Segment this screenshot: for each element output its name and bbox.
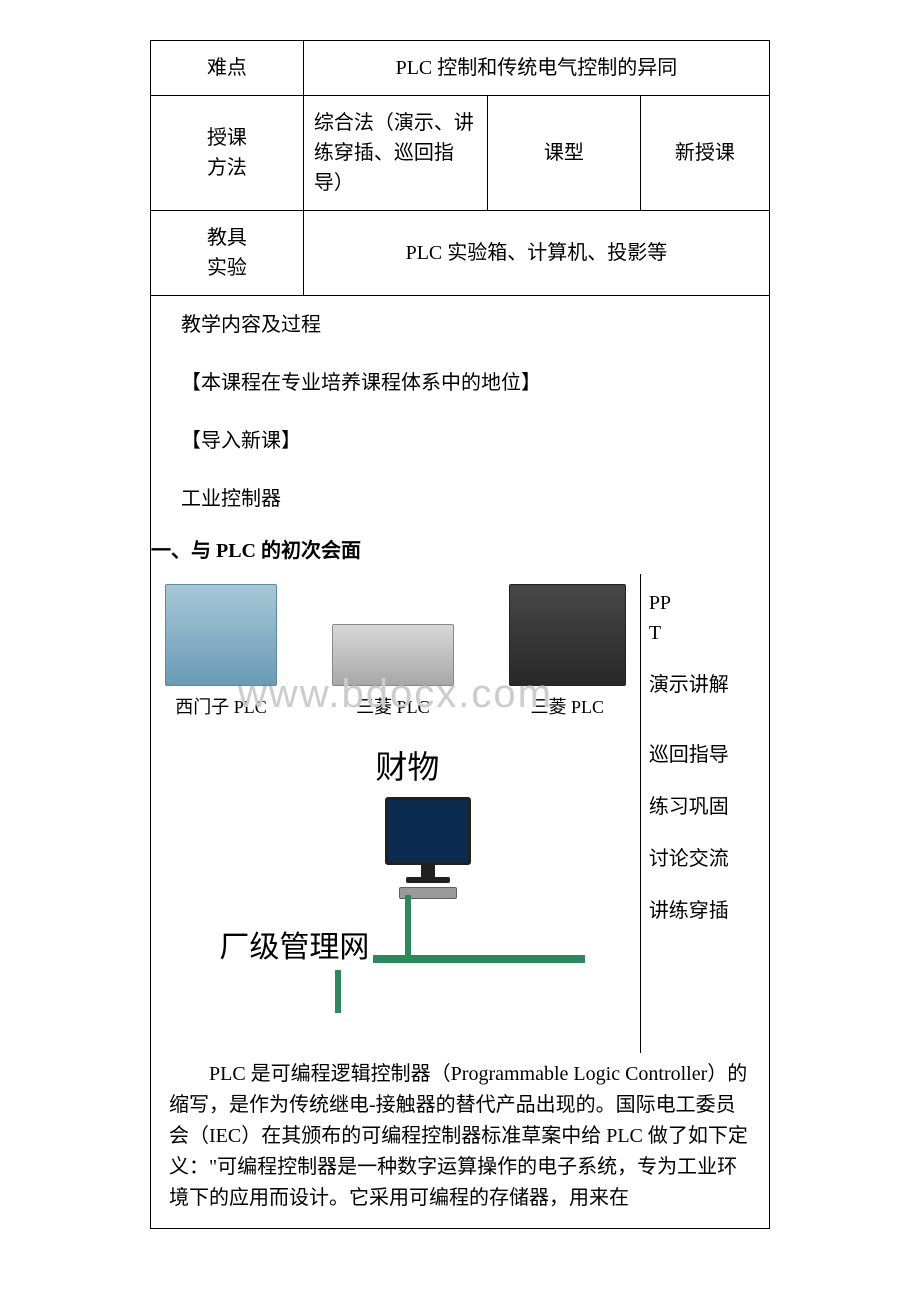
section-heading: 一、与 PLC 的初次会面: [151, 528, 770, 574]
row-body-text: PLC 是可编程逻辑控制器（Programmable Logic Control…: [151, 1053, 770, 1229]
row-section-heading: 一、与 PLC 的初次会面: [151, 528, 770, 574]
row-equipment: 教具 实验 PLC 实验箱、计算机、投影等: [151, 211, 770, 296]
row-plc-images: 西门子 PLC 三菱 PLC 三菱 PLC www.bdocx.com PP: [151, 574, 770, 727]
plc-mitsu1-icon: [332, 624, 454, 686]
diagram-vline2: [335, 963, 341, 1013]
diagram-top-label: 财物: [375, 743, 439, 791]
method-label: 授课 方法: [151, 96, 304, 211]
side-note-4: 练习巩固: [649, 792, 761, 822]
row-difficulty: 难点 PLC 控制和传统电气控制的异同: [151, 41, 770, 96]
plc-mitsu2-label: 三菱 PLC: [509, 694, 626, 721]
side-note-ppt: PP T: [649, 588, 761, 648]
equip-label-line2: 实验: [161, 253, 293, 283]
method-label-line2: 方法: [161, 153, 293, 183]
plc-siemens: 西门子 PLC: [165, 584, 277, 721]
plc-siemens-icon: [165, 584, 277, 686]
row-line3: 工业控制器: [151, 470, 770, 528]
plc-images-wrap: 西门子 PLC 三菱 PLC 三菱 PLC www.bdocx.com: [165, 574, 626, 727]
side-notes-column: PP T 演示讲解 巡回指导 练习巩固 讨论交流 讲练穿插: [640, 574, 769, 1053]
content-line3: 工业控制器: [151, 470, 770, 528]
row-line1: 【本课程在专业培养课程体系中的地位】: [151, 354, 770, 412]
diagram-left-label: 厂级管理网: [215, 925, 373, 970]
plc-mitsu1: 三菱 PLC: [332, 624, 454, 721]
plc-mitsu2: 三菱 PLC: [509, 584, 626, 721]
row-line2: 【导入新课】: [151, 412, 770, 470]
body-paragraph: PLC 是可编程逻辑控制器（Programmable Logic Control…: [169, 1059, 751, 1214]
plc-mitsu1-label: 三菱 PLC: [332, 694, 454, 721]
side-note-1a: PP: [649, 592, 671, 614]
class-type-label: 课型: [487, 96, 640, 211]
class-type-value: 新授课: [640, 96, 769, 211]
method-value: 综合法（演示、讲练穿插、巡回指导）: [303, 96, 487, 211]
equip-label-line1: 教具: [161, 223, 293, 253]
side-note-3: 巡回指导: [649, 740, 761, 770]
computer-icon: [385, 797, 471, 899]
row-method: 授课 方法 综合法（演示、讲练穿插、巡回指导） 课型 新授课: [151, 96, 770, 211]
side-note-2: 演示讲解: [649, 670, 761, 700]
side-note-5: 讨论交流: [649, 844, 761, 874]
plc-siemens-label: 西门子 PLC: [165, 694, 277, 721]
plc-mitsu2-icon: [509, 584, 626, 686]
equip-value: PLC 实验箱、计算机、投影等: [303, 211, 769, 296]
side-note-6: 讲练穿插: [649, 896, 761, 926]
difficulty-label: 难点: [151, 41, 304, 96]
diagram-vline1: [405, 895, 411, 955]
row-proc-heading: 教学内容及过程: [151, 296, 770, 355]
proc-heading: 教学内容及过程: [151, 296, 770, 355]
content-line2: 【导入新课】: [151, 412, 770, 470]
side-note-1b: T: [649, 622, 661, 644]
difficulty-value: PLC 控制和传统电气控制的异同: [303, 41, 769, 96]
network-diagram: 财物 厂级管理网: [205, 735, 585, 1045]
content-line1: 【本课程在专业培养课程体系中的地位】: [151, 354, 770, 412]
method-label-line1: 授课: [161, 123, 293, 153]
lesson-plan-table: 难点 PLC 控制和传统电气控制的异同 授课 方法 综合法（演示、讲练穿插、巡回…: [150, 40, 770, 1229]
equip-label: 教具 实验: [151, 211, 304, 296]
